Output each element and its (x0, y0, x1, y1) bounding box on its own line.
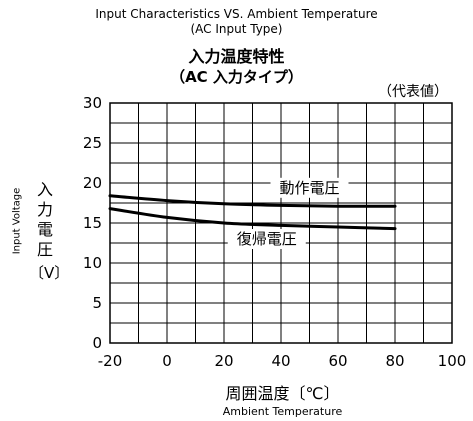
x-axis-ticks: -20 0 20 40 60 80 100 (98, 352, 467, 370)
x-tick-label: 60 (328, 352, 347, 370)
x-tick-label: 40 (271, 352, 290, 370)
series-label-1: 動作電圧 (279, 179, 339, 197)
x-tick-label: 100 (438, 352, 467, 370)
y-tick-label: 0 (92, 334, 102, 352)
y-tick-label: 15 (83, 214, 102, 232)
x-tick-label: 0 (162, 352, 172, 370)
y-tick-label: 20 (83, 174, 102, 192)
x-tick-label: 80 (385, 352, 404, 370)
y-tick-label: 5 (92, 294, 102, 312)
series-label-2: 復帰電圧 (237, 230, 297, 248)
y-tick-label: 30 (83, 94, 102, 112)
y-tick-label: 25 (83, 134, 102, 152)
y-axis-ticks: 0 5 10 15 20 25 30 (83, 94, 102, 352)
grid (110, 103, 452, 343)
x-tick-label: -20 (98, 352, 123, 370)
y-tick-label: 10 (83, 254, 102, 272)
x-tick-label: 20 (214, 352, 233, 370)
